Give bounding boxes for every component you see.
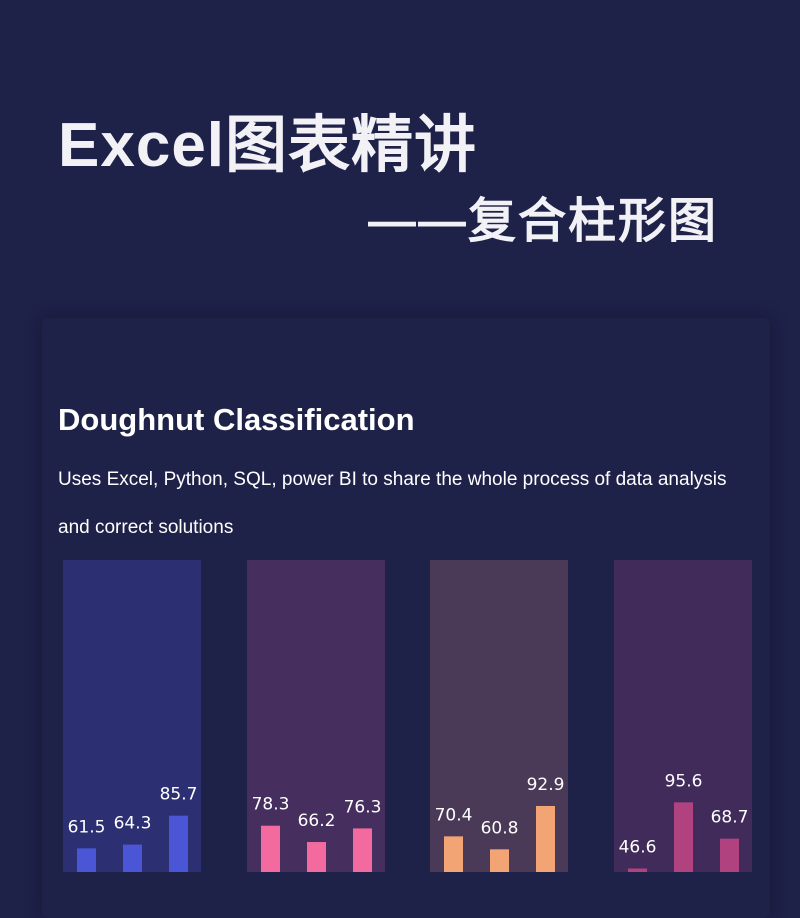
composite-bar-chart: 211.5861.564.385.7220.8478.366.276.3224.… (63, 560, 752, 872)
value-bar (261, 825, 280, 872)
value-bar (77, 848, 96, 872)
value-bar (674, 802, 693, 872)
value-label: 64.3 (114, 814, 152, 834)
card-description: Uses Excel, Python, SQL, power BI to sha… (58, 469, 727, 538)
value-bar (307, 842, 326, 872)
value-bar (628, 868, 647, 872)
value-label: 68.7 (711, 808, 749, 828)
value-label: 66.2 (298, 811, 336, 831)
value-bar (444, 836, 463, 872)
value-label: 92.9 (527, 775, 565, 795)
value-label: 76.3 (344, 797, 382, 817)
value-bar (720, 838, 739, 872)
card-title: Doughnut Classification (58, 402, 415, 437)
value-label: 46.6 (619, 837, 657, 857)
value-label: 85.7 (160, 785, 198, 805)
value-label: 70.4 (435, 805, 473, 825)
value-label: 78.3 (252, 795, 290, 815)
value-label: 95.6 (665, 771, 703, 791)
page-subtitle: ——复合柱形图 (368, 195, 719, 248)
value-bar (536, 805, 555, 872)
value-bar (353, 828, 372, 872)
value-label: 61.5 (68, 817, 106, 837)
page-title: Excel图表精讲 (58, 111, 478, 180)
value-bar (169, 815, 188, 872)
value-bar (490, 849, 509, 872)
value-label: 60.8 (481, 818, 519, 838)
group-total-bar (247, 560, 385, 872)
value-bar (123, 844, 142, 872)
